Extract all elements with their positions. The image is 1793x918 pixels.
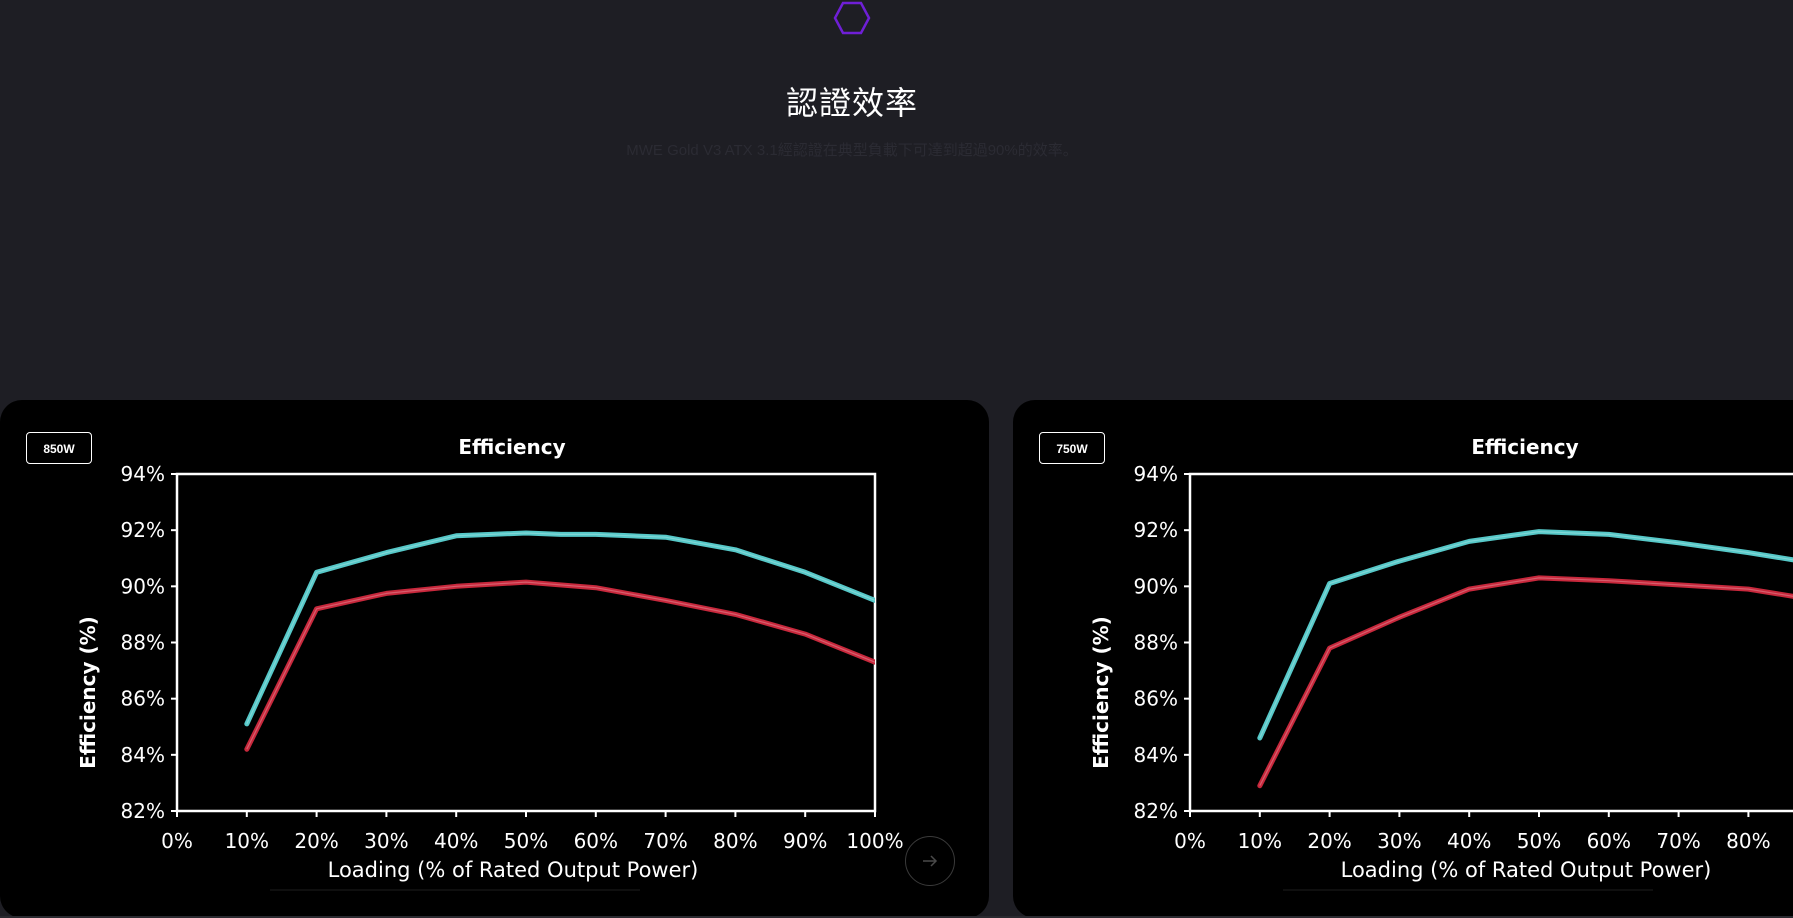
arrow-right-icon [923, 855, 938, 867]
x-tick-label: 50% [504, 829, 548, 853]
series-line-1 [244, 579, 875, 752]
x-tick-label: 60% [1587, 829, 1631, 853]
y-tick-label: 90% [1134, 574, 1178, 598]
chart-title: Efficiency [458, 435, 565, 459]
wattage-badge[interactable]: 850W [26, 432, 92, 464]
efficiency-chart: Efficiency 82% 84% 86% 88% 90% 92% 94% 0% 10% 20% 3… [1089, 435, 1793, 891]
y-axis-label: Efficiency (%) [76, 616, 100, 769]
y-axis-label: Efficiency (%) [1089, 616, 1113, 769]
y-tick-label: 94% [1134, 462, 1178, 486]
x-tick-label: 10% [1238, 829, 1282, 853]
series-highlight-0 [1259, 531, 1793, 739]
x-tick-label: 30% [1377, 829, 1421, 853]
y-tick-label: 84% [1134, 743, 1178, 767]
next-slide-button[interactable] [905, 836, 955, 886]
y-tick-label: 82% [121, 799, 165, 823]
x-tick-label: 80% [713, 829, 757, 853]
efficiency-chart: Efficiency 82% 84% 86% 88% 90% 92% 94% 0% 10% 20% 3… [76, 435, 904, 891]
x-tick-label: 100% [846, 829, 903, 853]
x-tick-label: 20% [1307, 829, 1351, 853]
hexagon-logo-icon[interactable] [832, 0, 872, 36]
x-axis-label: Loading (% of Rated Output Power) [328, 858, 699, 882]
x-tick-label: 0% [1174, 829, 1206, 853]
page-bottom-edge [0, 916, 1793, 918]
y-tick-label: 92% [121, 518, 165, 542]
y-tick-label: 86% [1134, 687, 1178, 711]
series-line-1 [1257, 575, 1793, 789]
section-title: 認證效率 [785, 84, 918, 122]
series-line-0 [1257, 529, 1793, 741]
x-tick-label: 40% [1447, 829, 1491, 853]
x-tick-label: 80% [1726, 829, 1770, 853]
y-tick-label: 88% [1134, 631, 1178, 655]
x-tick-label: 70% [1656, 829, 1700, 853]
x-tick-label: 60% [574, 829, 618, 853]
chart-card-850w[interactable]: 850W Efficiency 82% 84% 86% 88% 90% 92% 94% 0% 10… [0, 400, 989, 918]
x-tick-label: 10% [225, 829, 269, 853]
x-tick-label: 40% [434, 829, 478, 853]
y-tick-label: 90% [121, 574, 165, 598]
series-highlight-1 [246, 581, 875, 750]
series-highlight-1 [1259, 577, 1793, 786]
y-tick-label: 92% [1134, 518, 1178, 542]
y-tick-label: 88% [121, 631, 165, 655]
series-line-0 [244, 530, 875, 727]
x-tick-label: 70% [643, 829, 687, 853]
x-tick-label: 50% [1517, 829, 1561, 853]
chart-title: Efficiency [1471, 435, 1578, 459]
y-tick-label: 82% [1134, 799, 1178, 823]
y-tick-label: 84% [121, 743, 165, 767]
x-axis-label: Loading (% of Rated Output Power) [1341, 858, 1712, 882]
x-tick-label: 90% [783, 829, 827, 853]
x-tick-label: 0% [161, 829, 193, 853]
series-highlight-0 [246, 532, 875, 725]
y-tick-label: 86% [121, 687, 165, 711]
chart-card-750w[interactable]: 750W Efficiency 82% 84% 86% 88% 90% 92% 94% 0% 10… [1013, 400, 1793, 918]
x-tick-label: 20% [294, 829, 338, 853]
y-tick-label: 94% [121, 462, 165, 486]
x-tick-label: 30% [364, 829, 408, 853]
section-subtitle: MWE Gold V3 ATX 3.1經認證在典型負載下可達到超過90%的效率。 [626, 142, 1078, 159]
plot-frame [1188, 472, 1793, 813]
wattage-badge[interactable]: 750W [1039, 432, 1105, 464]
